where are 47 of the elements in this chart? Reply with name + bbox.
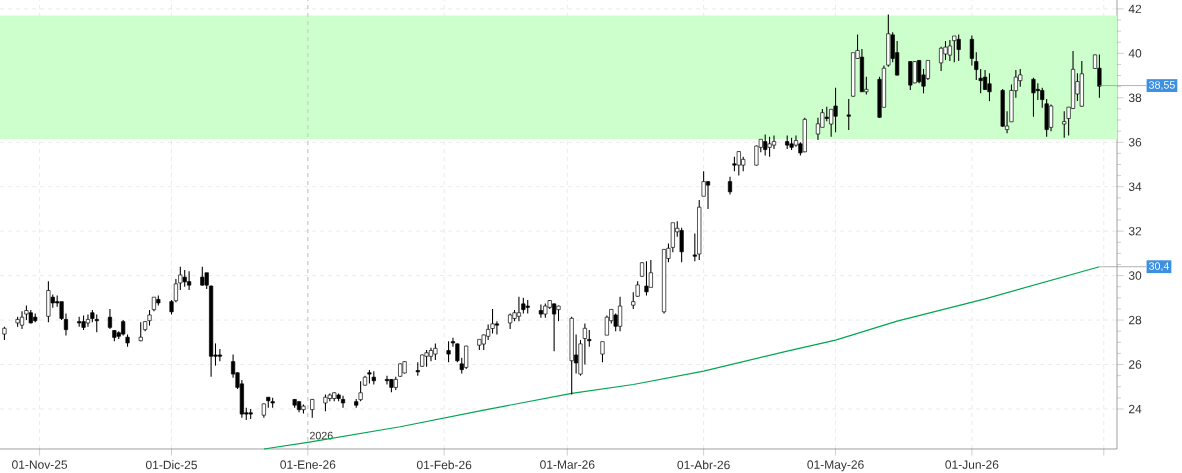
candlestick [85, 313, 91, 328]
candlestick [771, 135, 777, 150]
y-tick-label: 28 [1128, 315, 1142, 325]
candlestick [912, 60, 917, 84]
candlestick [446, 340, 451, 363]
x-tick-label: 01-Nov-25 [12, 460, 68, 469]
y-tick-label: 36 [1128, 137, 1142, 147]
x-tick-label: 01-Jun-26 [945, 460, 999, 469]
y-tick-label: 24 [1128, 404, 1142, 414]
y-tick-label: 40 [1128, 49, 1142, 58]
candlestick [705, 180, 711, 210]
candlestick [384, 375, 390, 386]
candlestick [956, 33, 961, 62]
candlestick [107, 308, 113, 330]
candlestick [908, 60, 913, 91]
candlestick [1031, 77, 1036, 118]
candlestick [952, 35, 957, 63]
y-tick-label: 38 [1128, 93, 1142, 103]
candlestick [939, 46, 944, 72]
candlestick [767, 136, 772, 158]
y-tick-label: 32 [1128, 226, 1142, 236]
y-tick-label: 26 [1128, 360, 1142, 369]
candlestick [846, 98, 851, 131]
y-tick-label: 30 [1128, 271, 1142, 280]
x-tick-label: 01-Mar-26 [540, 460, 595, 469]
candlestick [1048, 103, 1054, 132]
candlestick [340, 395, 346, 409]
x-tick-label: 01-May-26 [807, 460, 864, 472]
candlestick [987, 72, 992, 102]
line-series [263, 266, 1101, 450]
candlestick [644, 260, 649, 297]
annotation: 30,4 [1149, 262, 1170, 272]
candlestick [494, 320, 500, 336]
candlestick [1062, 110, 1067, 139]
annotation: 38,55 [1149, 81, 1175, 90]
candlestick [1097, 53, 1102, 99]
x-tick-label: 01-Feb-26 [416, 460, 472, 470]
x-tick-label: 01-Ene-26 [280, 460, 336, 469]
candlestick [200, 266, 205, 287]
candlestick [217, 348, 222, 362]
ref-line-label: 2026 [309, 431, 333, 440]
y-tick-label: 34 [1128, 182, 1142, 191]
candlestick [833, 87, 838, 133]
x-tick-label: 01-Dic-25 [145, 460, 198, 470]
y-tick-label: 42 [1128, 4, 1142, 14]
candlestick [600, 341, 605, 363]
x-tick-label: 01-Abr-26 [677, 460, 730, 470]
